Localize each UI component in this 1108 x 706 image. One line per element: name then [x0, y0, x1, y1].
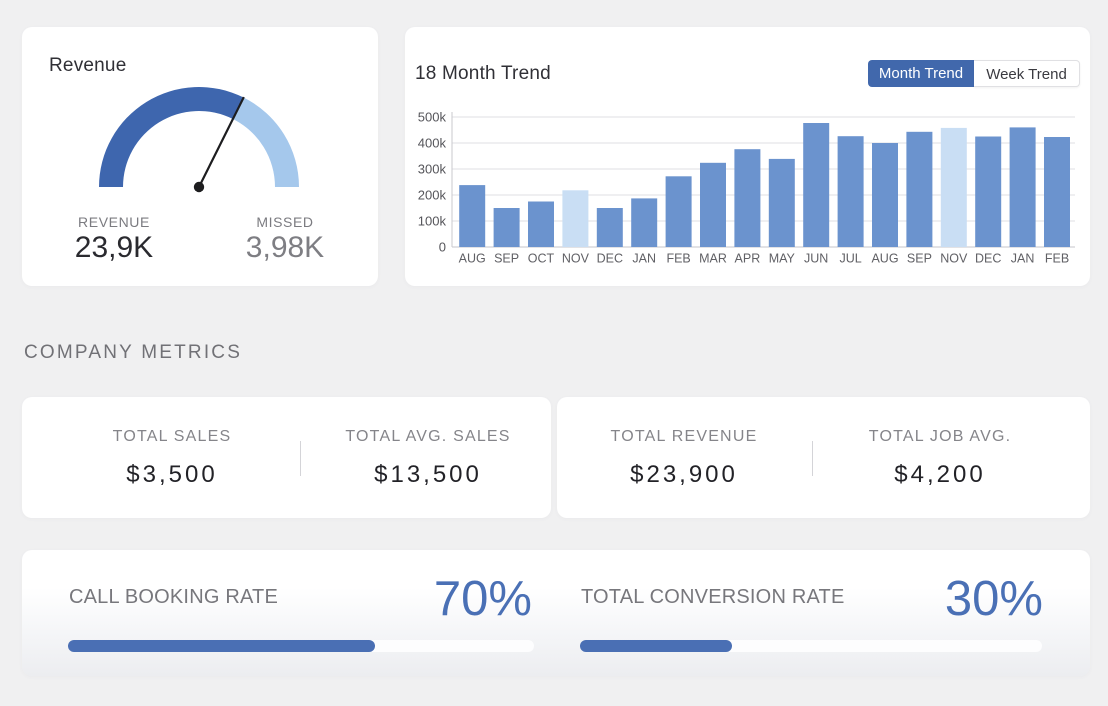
svg-text:0: 0	[439, 240, 446, 255]
svg-text:100k: 100k	[418, 214, 447, 229]
svg-text:SEP: SEP	[907, 252, 932, 266]
svg-text:JAN: JAN	[1011, 252, 1035, 266]
svg-text:MAY: MAY	[769, 252, 796, 266]
svg-text:FEB: FEB	[1045, 252, 1069, 266]
svg-text:NOV: NOV	[562, 252, 590, 266]
svg-text:JAN: JAN	[632, 252, 656, 266]
svg-text:AUG: AUG	[871, 252, 898, 266]
svg-text:FEB: FEB	[666, 252, 690, 266]
svg-text:AUG: AUG	[459, 252, 486, 266]
svg-text:MAR: MAR	[699, 252, 727, 266]
svg-text:JUN: JUN	[804, 252, 828, 266]
svg-text:OCT: OCT	[528, 252, 555, 266]
svg-text:APR: APR	[735, 252, 761, 266]
svg-text:DEC: DEC	[597, 252, 623, 266]
svg-text:500k: 500k	[418, 110, 447, 125]
svg-text:300k: 300k	[418, 162, 447, 177]
svg-text:NOV: NOV	[940, 252, 968, 266]
svg-text:400k: 400k	[418, 136, 447, 151]
svg-text:DEC: DEC	[975, 252, 1001, 266]
svg-text:JUL: JUL	[839, 252, 861, 266]
svg-text:SEP: SEP	[494, 252, 519, 266]
svg-text:200k: 200k	[418, 188, 447, 203]
